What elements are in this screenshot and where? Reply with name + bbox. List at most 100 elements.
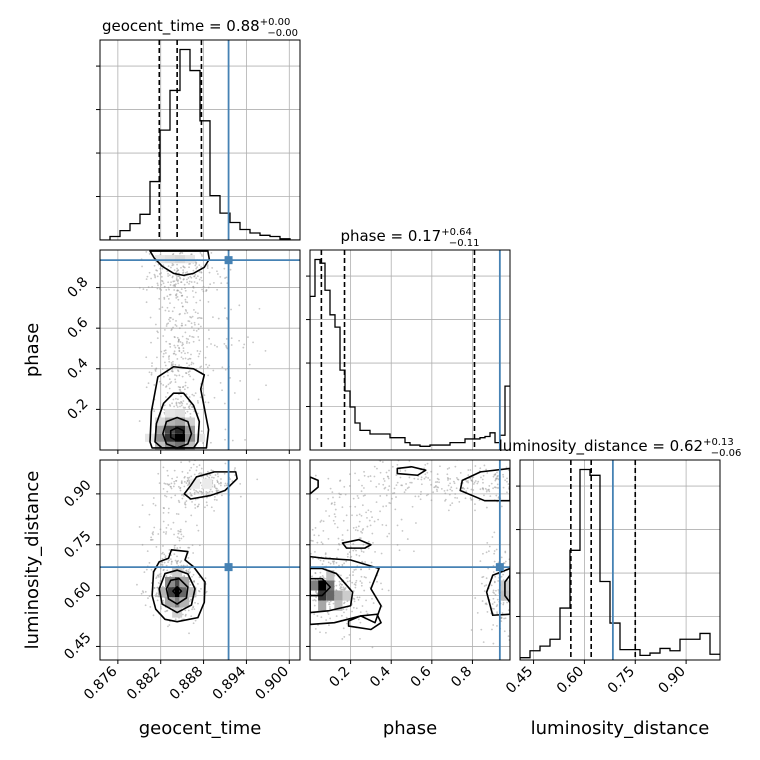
sample-point: [172, 318, 174, 321]
density-cell: [326, 570, 335, 581]
sample-point: [314, 628, 317, 630]
sample-point: [387, 489, 390, 491]
sample-point: [163, 561, 166, 564]
sample-point: [470, 488, 473, 491]
density-cell: [155, 425, 165, 434]
sample-point: [201, 491, 204, 494]
sample-point: [162, 352, 165, 355]
sample-point: [184, 609, 187, 612]
sample-point: [327, 561, 330, 564]
panel-frame: [99, 249, 301, 451]
sample-point: [345, 616, 348, 619]
sample-point: [160, 272, 163, 274]
sample-point: [424, 473, 427, 476]
sample-point: [367, 547, 370, 550]
sample-point: [364, 494, 366, 497]
sample-point: [194, 507, 197, 509]
sample-point: [175, 320, 177, 322]
sample-point: [187, 483, 190, 486]
sample-point: [161, 557, 164, 560]
sample-point: [196, 465, 198, 468]
sample-point: [371, 516, 373, 519]
sample-point: [355, 526, 358, 529]
sample-point: [481, 487, 484, 490]
sample-point: [272, 519, 274, 521]
sample-point: [485, 602, 488, 605]
sample-point: [369, 480, 372, 483]
sample-point: [329, 600, 332, 603]
contour-line: [310, 577, 332, 597]
sample-point: [198, 278, 201, 281]
sample-point: [168, 316, 171, 319]
sample-point: [158, 297, 161, 300]
sample-point: [474, 509, 476, 512]
sample-point: [185, 500, 188, 502]
sample-point: [497, 589, 500, 591]
sample-point: [367, 475, 370, 478]
sample-point: [198, 576, 201, 579]
sample-point: [484, 487, 487, 490]
sample-point: [216, 473, 219, 475]
sample-point: [341, 583, 343, 586]
sample-point: [194, 503, 196, 506]
sample-point: [206, 265, 209, 268]
sample-point: [456, 497, 459, 499]
sample-point: [239, 379, 242, 382]
sample-point: [188, 370, 191, 373]
sample-point: [233, 469, 236, 471]
hist-bin: [160, 130, 170, 240]
sample-point: [187, 277, 190, 279]
sample-point: [342, 519, 345, 522]
sample-point: [504, 551, 507, 554]
sample-point: [370, 510, 372, 513]
sample-point: [438, 481, 440, 484]
sample-point: [334, 522, 336, 525]
sample-point: [426, 462, 429, 465]
sample-point: [182, 265, 185, 268]
sample-point: [150, 277, 153, 280]
sample-point: [335, 561, 338, 564]
sample-point: [172, 521, 175, 524]
sample-point: [315, 596, 318, 599]
sample-point: [154, 276, 157, 279]
sample-point: [172, 352, 175, 355]
injection-marker: [224, 563, 233, 572]
sample-point: [177, 513, 180, 516]
sample-point: [511, 488, 513, 490]
sample-point: [523, 494, 525, 496]
sample-point: [481, 600, 484, 602]
sample-point: [206, 267, 209, 269]
sample-point: [153, 526, 156, 529]
sample-point: [184, 357, 187, 360]
sample-point: [181, 294, 184, 297]
sample-point: [158, 308, 161, 310]
x-axis-label-phase: phase: [383, 718, 437, 739]
sample-point: [494, 473, 497, 475]
sample-point: [294, 623, 296, 625]
sample-point: [190, 276, 193, 279]
sample-point: [321, 543, 324, 545]
sample-point: [485, 551, 488, 554]
sample-point: [206, 264, 209, 266]
sample-point: [149, 316, 152, 319]
sample-point: [174, 346, 177, 349]
sample-point: [188, 335, 191, 337]
sample-point: [216, 273, 219, 275]
sample-point: [380, 552, 383, 555]
sample-point: [189, 416, 192, 418]
sample-point: [313, 604, 316, 607]
sample-point: [301, 590, 303, 592]
hist-bin: [435, 445, 440, 450]
sample-point: [360, 514, 363, 517]
sample-point: [141, 265, 143, 268]
hist-bin: [345, 391, 350, 450]
sample-point: [396, 463, 399, 466]
sample-point: [166, 306, 169, 309]
sample-point: [487, 489, 490, 491]
sample-point: [175, 479, 178, 482]
sample-point: [189, 275, 192, 278]
sample-point: [302, 580, 304, 582]
hist-bin: [375, 434, 380, 450]
hist-bin: [315, 260, 320, 450]
sample-point: [420, 483, 423, 486]
